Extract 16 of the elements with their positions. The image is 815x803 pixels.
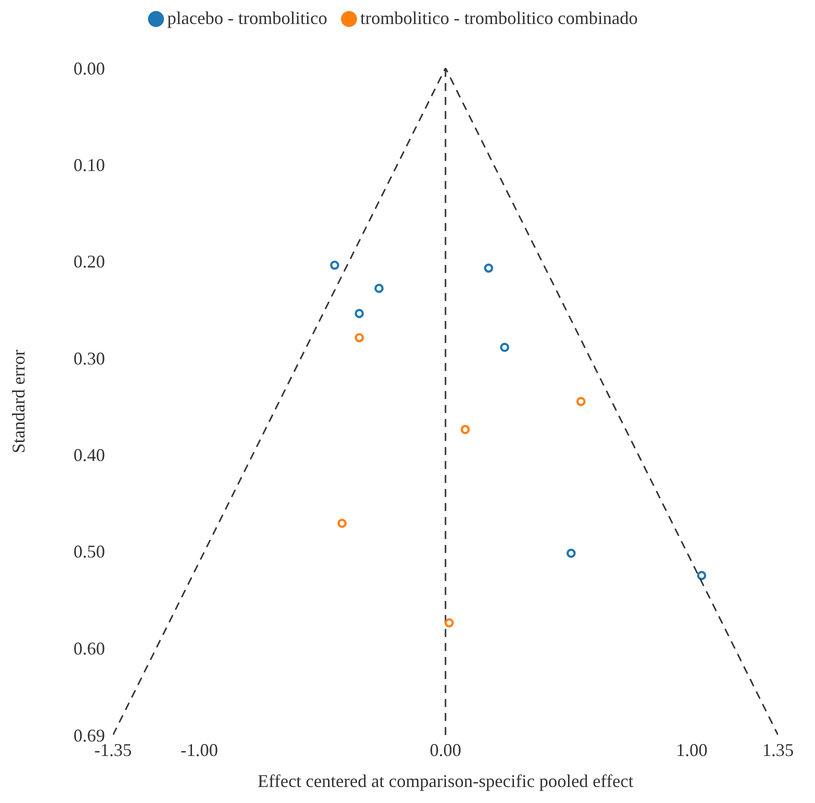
y-tick-label: 0.20 bbox=[74, 252, 105, 272]
x-tick-label: 1.00 bbox=[676, 740, 708, 760]
y-tick-label: 0.00 bbox=[74, 58, 105, 78]
x-tick-label: -1.00 bbox=[180, 740, 218, 760]
legend-label: trombolitico - trombolitico combinado bbox=[359, 8, 638, 29]
x-tick-label: 0.00 bbox=[430, 740, 462, 760]
y-axis-title: Standard error bbox=[8, 350, 28, 454]
x-axis-title: Effect centered at comparison-specific pooled effect bbox=[258, 771, 634, 791]
y-tick-label: 0.40 bbox=[74, 445, 105, 466]
x-tick-label: 1.35 bbox=[762, 740, 794, 760]
y-tick-label: 0.60 bbox=[74, 638, 105, 658]
y-tick-label: 0.10 bbox=[74, 155, 105, 176]
y-tick-label: 0.30 bbox=[74, 348, 105, 368]
y-tick-label: 0.50 bbox=[74, 542, 105, 562]
legend-label: placebo - trombolitico bbox=[166, 8, 328, 29]
y-tick-label: 0.69 bbox=[74, 725, 105, 746]
